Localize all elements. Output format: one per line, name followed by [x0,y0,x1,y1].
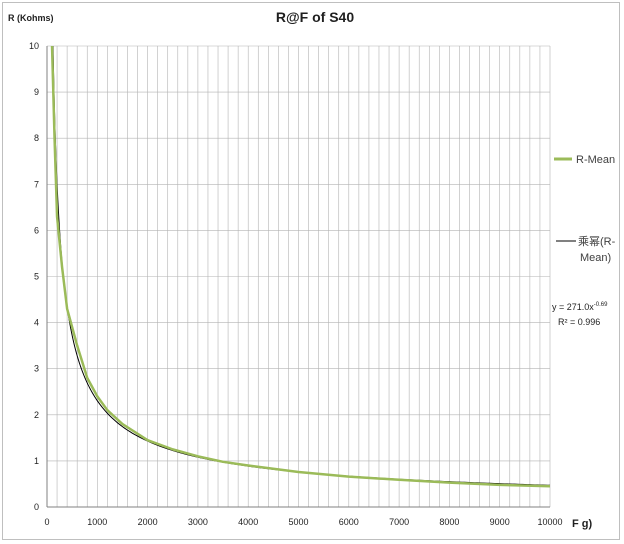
series-line-r-mean [50,46,550,488]
chart-title: R@F of S40 [276,9,354,25]
equation-text: y = 271.0x-0.69 [552,302,608,312]
series-lines [50,46,550,488]
y-tick-label: 10 [29,41,39,51]
y-tick-label: 2 [34,410,39,420]
axes [46,46,550,508]
trendline-equation: y = 271.0x-0.69 R² = 0.996 [552,302,608,327]
x-tick-label: 9000 [490,517,510,527]
x-tick-label: 5000 [288,517,308,527]
x-tick-label: 8000 [439,517,459,527]
y-tick-label: 1 [34,456,39,466]
series-line-power-trend [52,46,550,486]
y-tick-label: 9 [34,87,39,97]
gridlines [47,45,551,507]
chart-area [2,2,620,540]
x-tick-label: 4000 [238,517,258,527]
y-tick-label: 7 [34,179,39,189]
equation-exponent: -0.69 [594,302,608,308]
x-tick-label: 1000 [87,517,107,527]
x-tick-label: 6000 [339,517,359,527]
x-tick-labels: 0 1000 2000 3000 4000 5000 6000 7000 8000 9000 100… [44,517,562,527]
y-tick-label: 6 [34,225,39,235]
y-axis-label: R (Kohms) [8,13,54,23]
legend-label-power-trend-line2: Mean) [580,252,611,264]
legend-label-power-trend: 乘幂(R- Mean) [578,235,616,264]
legend-label-power-trend-line1: 乘幂(R- [578,235,616,248]
x-tick-label: 10000 [537,517,562,527]
x-tick-label: 0 [44,517,49,527]
y-tick-label: 8 [34,133,39,143]
y-tick-label: 4 [34,318,39,328]
y-tick-label: 3 [34,364,39,374]
x-axis-label: F g) [572,518,592,530]
r-squared-text: R² = 0.996 [558,317,600,327]
y-tick-labels: 0 1 2 3 4 5 6 7 8 9 10 [29,41,39,512]
x-tick-label: 2000 [138,517,158,527]
legend-label-r-mean: R-Mean [576,154,615,166]
x-tick-label: 3000 [188,517,208,527]
x-tick-label: 7000 [389,517,409,527]
y-tick-label: 5 [34,272,39,282]
y-tick-label: 0 [34,502,39,512]
equation-base: y = 271.0x [552,302,594,312]
legend: R-Mean 乘幂(R- Mean) [554,154,616,264]
